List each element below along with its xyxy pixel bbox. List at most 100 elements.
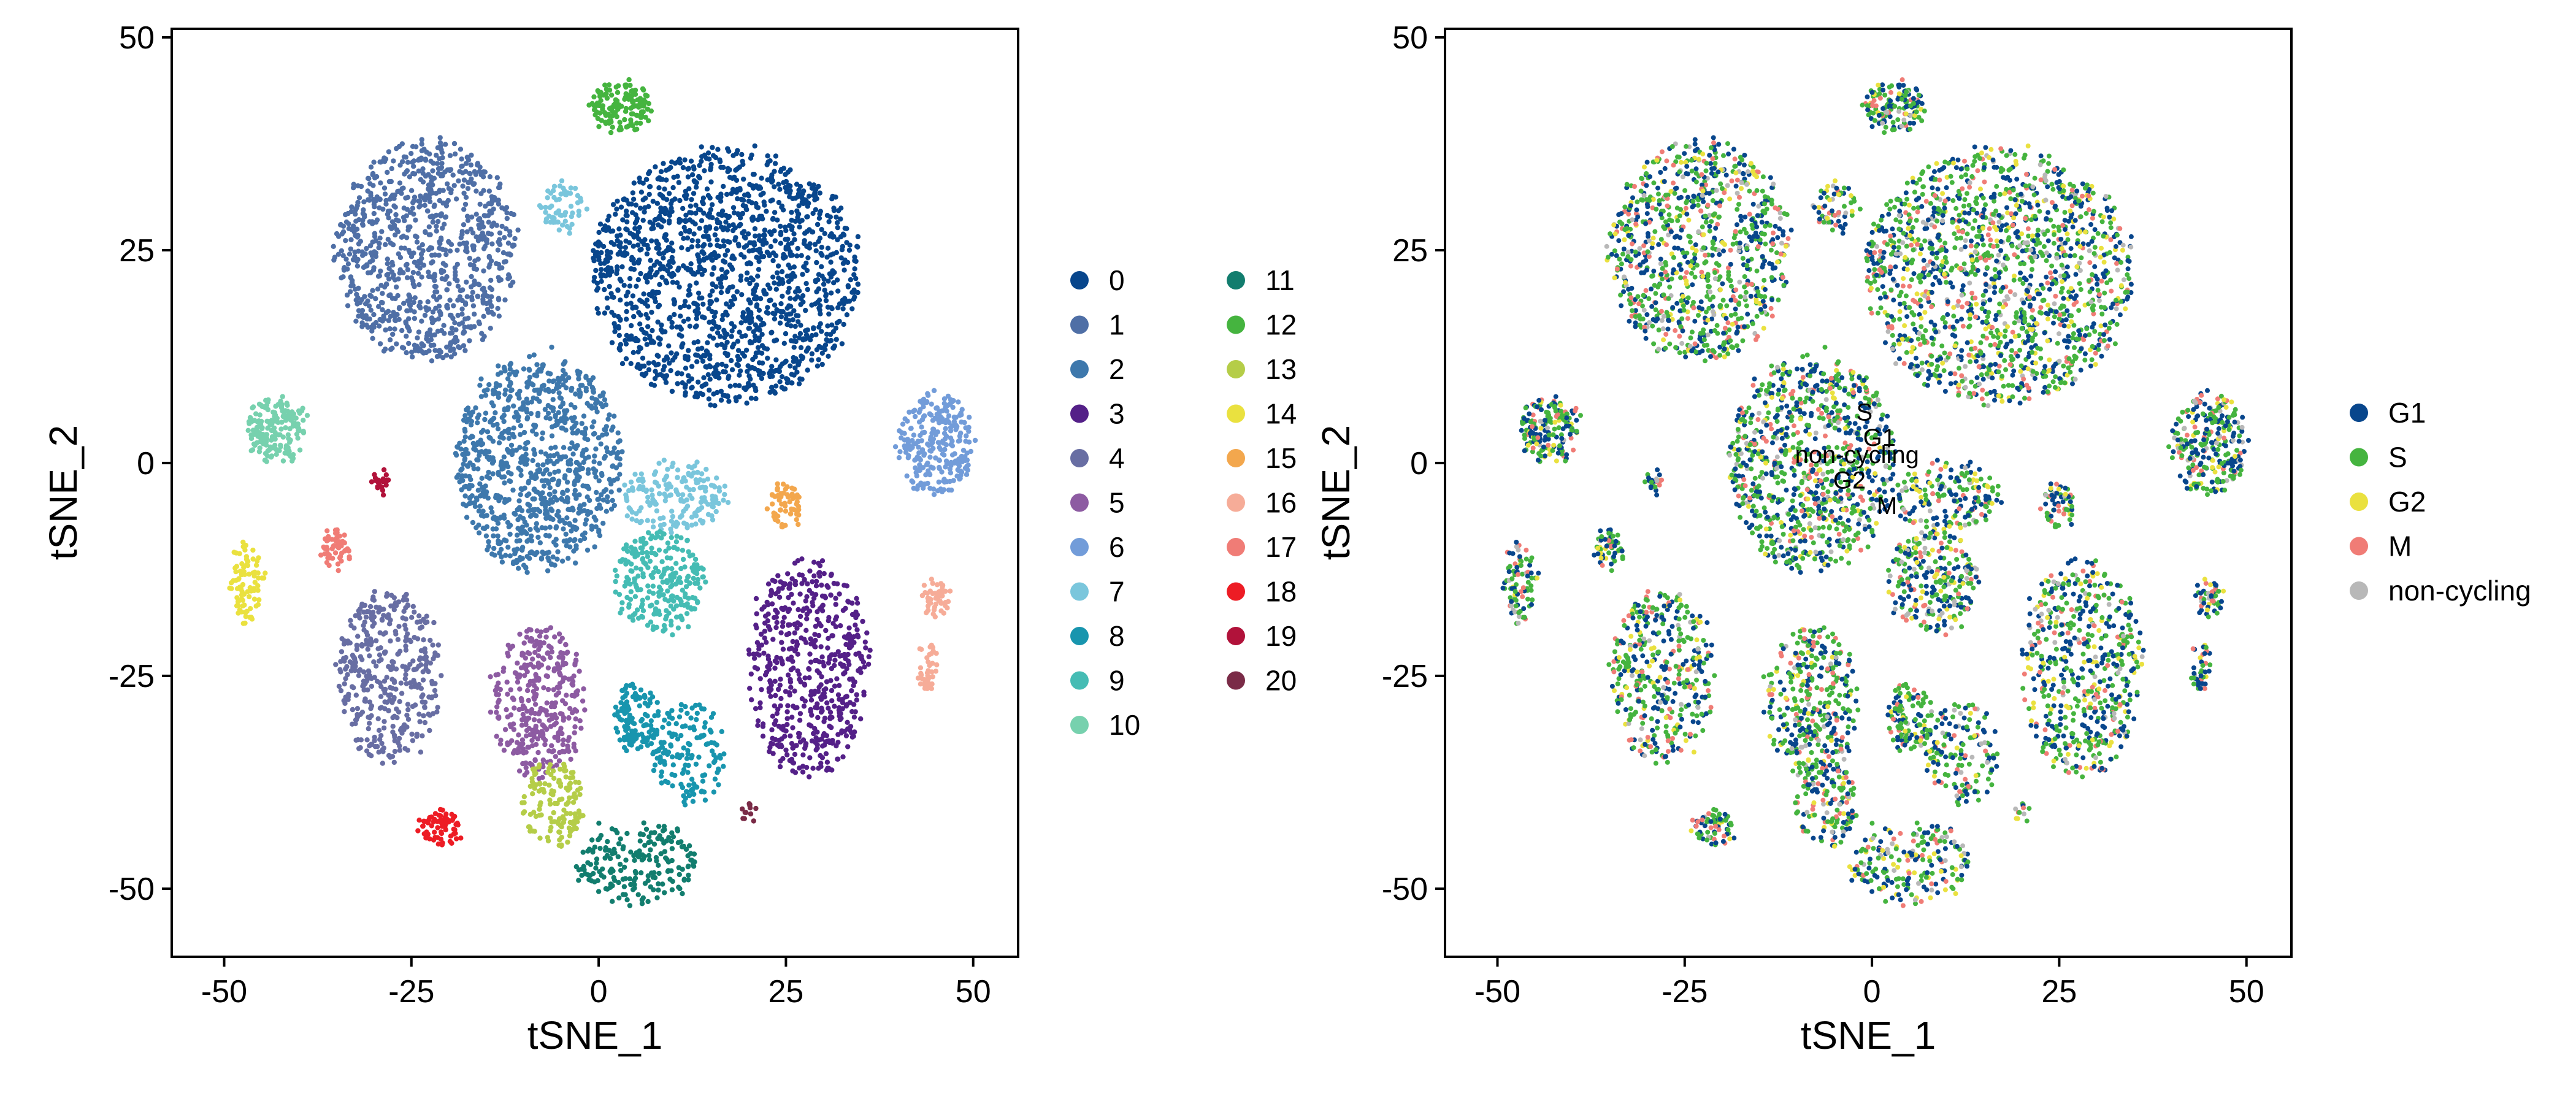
point-cluster-2 xyxy=(501,418,507,424)
point-cluster-2 xyxy=(475,488,481,493)
point-cluster-1 xyxy=(489,194,494,199)
point-cluster-2 xyxy=(556,410,561,415)
point-cluster-5 xyxy=(572,730,577,736)
point-cluster-0 xyxy=(773,383,779,389)
point-cluster-2 xyxy=(591,459,597,465)
point-cluster-5 xyxy=(566,735,572,740)
point-cluster-0 xyxy=(709,202,715,207)
point-cluster-4 xyxy=(405,716,412,723)
point-cluster-0 xyxy=(616,226,622,232)
point-cluster-1 xyxy=(447,153,453,158)
point-cluster-4 xyxy=(378,694,384,699)
point-cluster-1 xyxy=(475,161,481,166)
point-cluster-2 xyxy=(489,400,495,405)
point-cluster-0 xyxy=(737,215,743,221)
point-cluster-6 xyxy=(960,448,967,453)
point-cluster-5 xyxy=(494,734,499,739)
point-cluster-1 xyxy=(377,240,382,247)
point-cluster-1 xyxy=(349,204,355,210)
point-cluster-0 xyxy=(712,232,718,238)
point-cluster-3 xyxy=(797,731,802,737)
point-cluster-1 xyxy=(393,296,398,302)
point-cluster-3 xyxy=(826,615,832,621)
point-cluster-2 xyxy=(501,474,507,480)
point-cluster-3 xyxy=(851,734,856,739)
point-cluster-5 xyxy=(523,760,529,766)
point-cluster-0 xyxy=(724,301,729,307)
point-cluster-0 xyxy=(623,213,629,218)
point-cluster-2 xyxy=(473,405,478,411)
point-cluster-4 xyxy=(412,609,417,615)
point-cluster-1 xyxy=(410,205,416,211)
point-cluster-2 xyxy=(589,526,595,532)
point-cluster-0 xyxy=(686,288,692,293)
point-cluster-4 xyxy=(426,669,431,675)
point-cluster-3 xyxy=(807,608,813,614)
point-cluster-0 xyxy=(661,367,666,373)
point-cluster-0 xyxy=(777,379,783,385)
point-cluster-6 xyxy=(940,489,945,494)
point-cluster-3 xyxy=(821,663,827,669)
point-cluster-6 xyxy=(933,405,939,411)
point-cluster-4 xyxy=(429,694,435,700)
point-cluster-0 xyxy=(762,228,768,233)
point-cluster-5 xyxy=(582,707,588,713)
point-cluster-0 xyxy=(786,278,792,285)
point-cluster-2 xyxy=(547,485,553,491)
point-cluster-0 xyxy=(678,231,684,237)
point-cluster-0 xyxy=(745,369,750,374)
point-cluster-4 xyxy=(393,629,398,634)
point-cluster-2 xyxy=(478,376,484,381)
point-cluster-1 xyxy=(437,241,443,247)
point-cluster-4 xyxy=(353,717,359,723)
point-cluster-2 xyxy=(476,412,481,418)
point-cluster-0 xyxy=(805,346,811,351)
point-cluster-2 xyxy=(496,440,502,446)
point-cluster-0 xyxy=(726,399,732,404)
point-cluster-2 xyxy=(496,394,502,401)
point-cluster-4 xyxy=(370,597,375,602)
point-cluster-1 xyxy=(377,323,382,329)
point-cluster-3 xyxy=(821,731,827,737)
point-cluster-0 xyxy=(685,247,691,252)
point-cluster-0 xyxy=(723,369,728,375)
point-cluster-1 xyxy=(470,289,475,295)
point-cluster-0 xyxy=(652,376,658,381)
point-cluster-4 xyxy=(358,654,363,659)
point-cluster-2 xyxy=(581,459,586,466)
point-cluster-0 xyxy=(792,334,798,339)
point-cluster-2 xyxy=(555,375,561,381)
point-cluster-0 xyxy=(765,355,770,361)
point-cluster-1 xyxy=(383,242,388,247)
point-cluster-3 xyxy=(846,645,853,651)
point-cluster-0 xyxy=(823,297,829,304)
point-cluster-1 xyxy=(457,241,462,247)
point-cluster-0 xyxy=(770,258,776,264)
point-cluster-1 xyxy=(359,221,366,227)
point-cluster-1 xyxy=(470,303,477,309)
point-cluster-2 xyxy=(529,381,534,386)
point-cluster-1 xyxy=(454,338,460,343)
point-cluster-0 xyxy=(813,278,819,283)
point-cluster-0 xyxy=(675,267,681,273)
point-cluster-0 xyxy=(735,348,742,353)
point-cluster-0 xyxy=(669,388,675,394)
point-cluster-0 xyxy=(694,312,700,318)
point-cluster-4 xyxy=(403,626,408,632)
point-cluster-1 xyxy=(369,221,375,226)
point-cluster-0 xyxy=(699,218,705,223)
point-cluster-0 xyxy=(711,265,717,270)
point-cluster-2 xyxy=(562,454,569,459)
point-cluster-0 xyxy=(797,331,803,337)
point-cluster-1 xyxy=(428,342,434,348)
point-cluster-1 xyxy=(459,156,464,162)
point-cluster-0 xyxy=(715,147,721,152)
point-cluster-0 xyxy=(683,393,688,398)
point-cluster-5 xyxy=(532,692,538,697)
point-cluster-0 xyxy=(721,238,726,243)
point-cluster-6 xyxy=(964,472,970,477)
point-cluster-0 xyxy=(627,240,632,245)
point-cluster-0 xyxy=(708,165,714,171)
point-cluster-0 xyxy=(735,339,741,344)
point-cluster-2 xyxy=(561,382,566,388)
